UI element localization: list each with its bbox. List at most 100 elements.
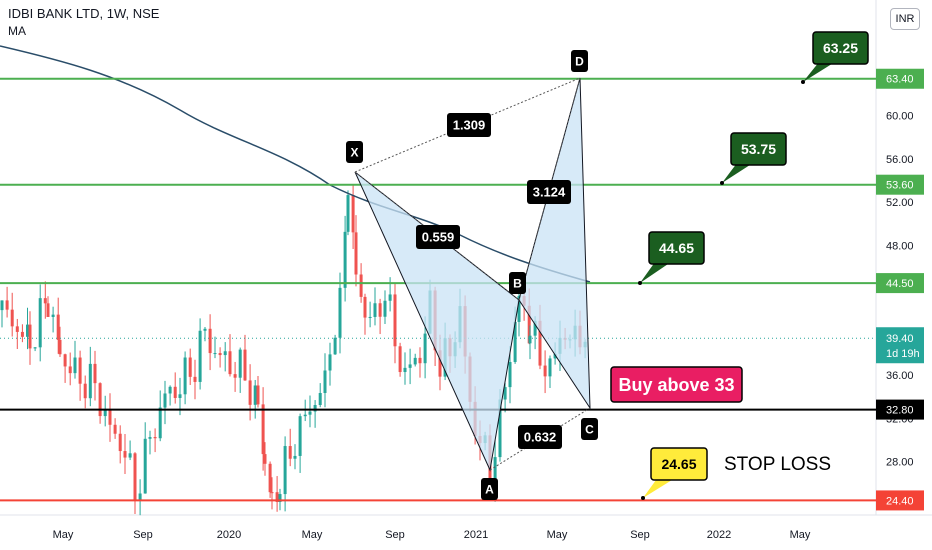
candle-body [78,357,82,384]
candle-body [113,424,117,434]
x-tick-label: Sep [133,529,153,541]
candle-body [408,364,412,368]
candle-body [498,399,502,458]
candle-body [218,353,222,356]
candle-body [261,404,265,455]
level-price-tag-text: 32.80 [886,405,914,417]
candle-body [43,298,47,304]
level-price-tag [876,68,924,89]
candle-body [58,339,62,355]
pattern-point-a: A [485,482,494,496]
candle-body [298,416,302,456]
candle-body [543,365,547,377]
axis-labels-group: 28.0032.0036.0040.0044.0048.0052.0056.00… [53,67,924,541]
candle-body [513,321,517,362]
candle-body [26,324,29,337]
level-price-tag [876,399,924,420]
candle-body [403,367,407,373]
candle-body [5,300,9,310]
candle-body [38,298,42,348]
candle-body [363,296,367,318]
target-label: 53.75 [741,141,776,157]
target-anchor [638,281,642,285]
candle-body [153,437,157,439]
candle-body [359,274,363,297]
candle-body [63,354,67,367]
ratio-label: 1.309 [453,118,486,133]
candle-body [123,451,127,458]
candle-body [56,314,60,340]
candle-body [263,454,267,464]
y-tick-label: 36.00 [886,370,914,382]
candle-body [108,409,112,425]
x-tick-label: 2022 [707,529,731,541]
candle-body [0,300,4,311]
symbol-title[interactable]: IDBI BANK LTD, 1W, NSE [8,6,160,21]
candle-body [270,492,274,494]
x-tick-label: May [547,529,568,541]
candle-body [303,414,307,417]
x-tick-label: May [790,529,811,541]
candle-body [354,232,358,275]
ratio-label-box [447,113,491,137]
currency-badge[interactable]: INR [890,8,920,30]
ratio-label: 0.632 [524,430,557,445]
candle-body [503,387,507,400]
candle-body [68,366,72,374]
pattern-point-d-box [571,50,588,72]
target-label: 44.65 [659,240,694,256]
pattern-point-b: B [513,276,522,290]
level-price-tag-text: 63.40 [886,74,914,86]
candle-body [508,361,512,388]
candle-body [188,357,192,377]
candle-body [553,353,557,359]
pattern-point-x: X [350,145,358,159]
pattern-point-x-box [346,141,363,163]
candle-body [198,330,202,382]
candle-body [103,409,107,417]
candle-body [493,457,497,485]
pattern-point-c: C [585,422,594,436]
pattern-point-c-box [581,418,598,440]
current-price-countdown: 1d 19h [886,348,920,360]
candle-body [283,446,287,495]
candle-body [423,333,427,364]
candle-body [138,493,142,500]
candle-body [373,303,377,317]
candle-body [133,453,137,500]
indicator-label[interactable]: MA [8,24,26,38]
candle-body [256,385,260,405]
candle-body [253,385,257,405]
pattern-point-a-box [481,478,498,500]
candle-body [338,287,342,338]
candle-body [333,337,337,355]
x-tick-label: May [302,529,323,541]
buy-note-box [610,366,743,403]
candle-body [378,303,382,317]
ratio-label: 3.124 [533,185,566,200]
candle-body [238,349,242,378]
candle-body [268,463,272,493]
candle-body [51,314,55,317]
candle-body [318,393,322,405]
candle-body [351,195,355,233]
candle-body [46,303,50,317]
candle-body [183,357,187,395]
candle-body [308,411,312,415]
current-price-text: 39.40 [886,333,914,345]
candle-body [293,455,297,459]
level-price-tag-text: 24.40 [886,495,914,507]
target-anchor [801,80,805,84]
y-tick-label: 60.00 [886,111,914,123]
candle-body [243,349,247,381]
target-anchor [720,181,724,185]
candle-body [275,492,279,502]
target-label: 63.25 [823,40,858,56]
candle-body [368,316,372,318]
candle-body [93,363,97,384]
candle-body [20,331,24,337]
candle-body [383,300,387,317]
candle-body [343,231,347,288]
overlays-group: X A B C D 1.309 0.559 3.124 0.632 63.25 53.75 44.65… [346,31,869,500]
